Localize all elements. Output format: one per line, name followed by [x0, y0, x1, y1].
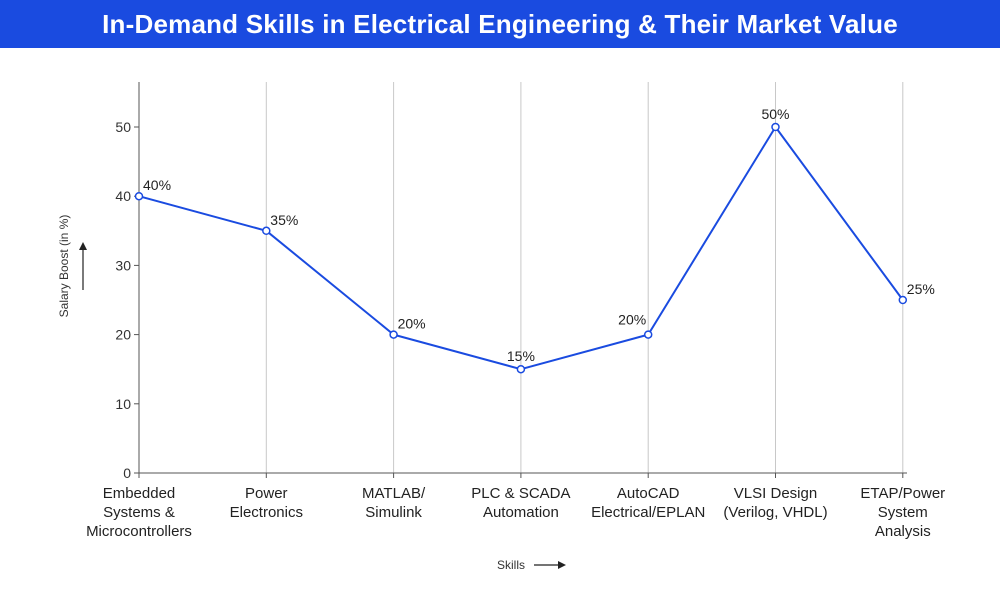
data-point [134, 191, 144, 201]
x-axis-title: Skills [497, 558, 525, 572]
data-point [389, 330, 398, 339]
data-labels: 40% 35% 20% 15% 20% 50% 25% [143, 106, 935, 364]
data-points [134, 122, 908, 374]
x-axis-categories: Embedded Systems & Microcontrollers Power El… [86, 473, 945, 540]
data-label: 35% [270, 212, 298, 228]
data-label: 25% [907, 281, 935, 297]
y-tick-label: 20 [115, 327, 131, 343]
x-category-label: Embedded Systems & Microcontrollers [86, 485, 192, 540]
chart-title: In-Demand Skills in Electrical Engineeri… [102, 8, 898, 39]
y-tick-label: 10 [115, 396, 131, 412]
x-category-label: MATLAB/Simulink [362, 485, 426, 521]
grid-lines [265, 82, 904, 473]
x-category-label: PLC & SCADA Automation [471, 485, 570, 521]
data-label: 20% [398, 316, 426, 332]
x-category-label: AutoCAD Electrical/EPLAN [591, 485, 705, 521]
data-point [262, 226, 271, 236]
y-tick-label: 40 [115, 188, 131, 204]
y-axis-title: Salary Boost (in %) [57, 215, 71, 318]
data-point [643, 330, 653, 339]
y-tick-label: 50 [115, 119, 131, 135]
y-axis-ticks: 0 10 20 30 40 50 [115, 119, 139, 481]
data-label: 15% [507, 348, 535, 364]
data-point [898, 295, 908, 305]
y-tick-label: 0 [123, 465, 131, 481]
axis-titles: Salary Boost (in %) Skills [57, 215, 566, 572]
data-label: 20% [618, 312, 646, 328]
x-category-label: Power Electronics [230, 485, 303, 521]
title-bar: In-Demand Skills in Electrical Engineeri… [0, 0, 1000, 48]
data-label: 50% [761, 106, 789, 122]
x-category-label: VLSI Design (Verilog, VHDL) [723, 485, 827, 521]
data-point [516, 364, 526, 374]
data-point [771, 122, 780, 132]
y-tick-label: 30 [115, 257, 131, 273]
data-label: 40% [143, 177, 171, 193]
x-axis-arrowhead-icon [558, 561, 566, 569]
y-axis-arrowhead-icon [79, 242, 87, 250]
x-category-label: ETAP/Power System Analysis [860, 485, 945, 540]
axes [138, 82, 907, 474]
